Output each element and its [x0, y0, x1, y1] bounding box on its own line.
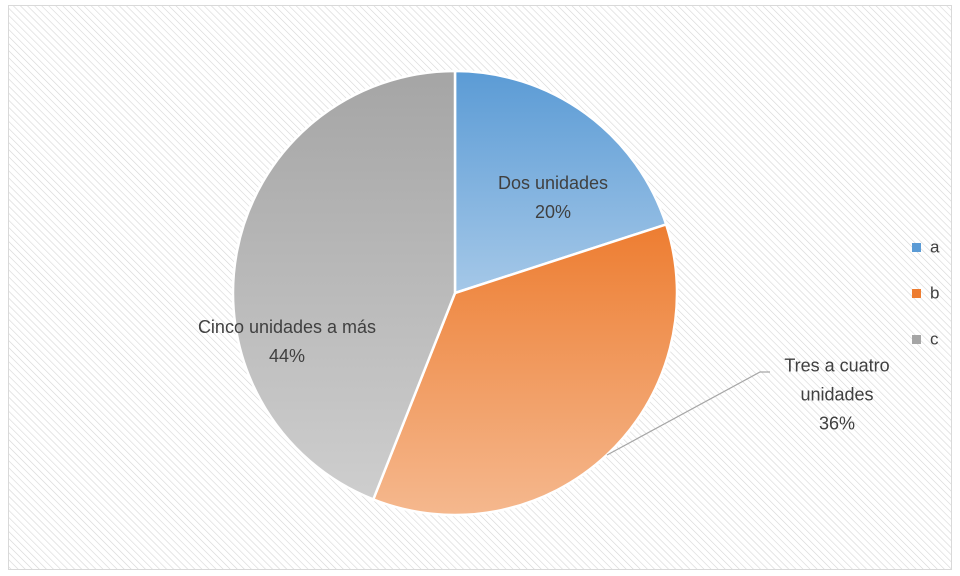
leader-line	[606, 371, 770, 456]
legend-label: b	[930, 283, 939, 302]
slice-value: 44%	[268, 346, 306, 366]
slice-name: Tres a cuatro unidades	[784, 355, 890, 405]
pie-slice	[453, 69, 668, 295]
pie-slice	[231, 69, 457, 502]
slice-label: Tres a cuatro unidades 36%	[762, 352, 912, 439]
legend-swatch	[912, 289, 921, 298]
legend: a b c	[912, 237, 940, 348]
slice-value: 36%	[818, 413, 856, 434]
legend-label: c	[930, 329, 939, 348]
slice-label: Cinco unidades a más 44%	[167, 313, 407, 371]
slice-value: 20%	[534, 202, 572, 222]
slice-name: Dos unidades	[497, 173, 609, 193]
legend-swatch	[912, 335, 921, 344]
slice-name: Cinco unidades a más	[197, 317, 377, 337]
legend-swatch	[912, 243, 921, 252]
legend-label: a	[930, 237, 940, 256]
slice-label: Dos unidades 20%	[463, 169, 643, 227]
pie	[231, 69, 679, 517]
